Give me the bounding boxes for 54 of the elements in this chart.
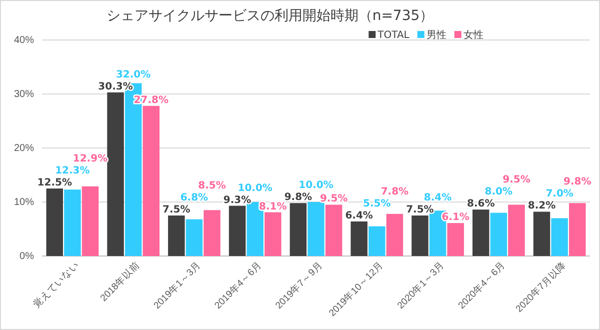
data-label: 9.5% bbox=[502, 174, 530, 186]
y-tick-label: 20% bbox=[14, 143, 34, 154]
data-label: 9.3% bbox=[223, 194, 252, 206]
bar bbox=[325, 204, 342, 256]
bar bbox=[228, 206, 246, 256]
bar bbox=[386, 214, 404, 256]
bar bbox=[568, 203, 586, 256]
bar bbox=[82, 186, 99, 256]
bar bbox=[490, 212, 508, 256]
bar bbox=[308, 202, 324, 256]
bar bbox=[204, 210, 220, 256]
data-label: 7.5% bbox=[406, 204, 434, 216]
data-label: 9.5% bbox=[320, 194, 348, 205]
data-label: 9.8% bbox=[564, 176, 592, 188]
data-label: 7.0% bbox=[546, 188, 574, 200]
bar bbox=[368, 226, 386, 256]
bar bbox=[350, 221, 368, 256]
bar bbox=[46, 188, 64, 256]
bar bbox=[107, 92, 124, 256]
bar bbox=[168, 216, 185, 256]
y-tick-label: 30% bbox=[14, 89, 34, 100]
bar bbox=[142, 106, 160, 256]
data-label: 12.5% bbox=[37, 178, 72, 188]
data-label: 12.3% bbox=[55, 166, 90, 176]
bar bbox=[64, 190, 81, 256]
data-label: 8.4% bbox=[424, 192, 452, 204]
bar bbox=[412, 216, 428, 256]
data-label: 32.0% bbox=[116, 69, 151, 80]
data-label: 8.0% bbox=[484, 186, 513, 198]
data-label: 7.5% bbox=[162, 204, 190, 216]
bar bbox=[290, 203, 307, 256]
data-label: 7.8% bbox=[380, 186, 409, 198]
data-label: 8.5% bbox=[198, 180, 226, 192]
legend-label: 女性 bbox=[463, 29, 484, 41]
data-label: 10.0% bbox=[238, 182, 272, 194]
chart-title: シェアサイクルサービスの利用開始時期（n=735） bbox=[106, 8, 434, 24]
data-label: 5.5% bbox=[363, 198, 391, 210]
data-label: 9.8% bbox=[284, 192, 312, 204]
legend-label: TOTAL bbox=[376, 30, 410, 41]
bar bbox=[186, 219, 203, 256]
bar bbox=[508, 204, 525, 256]
data-label: 8.6% bbox=[466, 198, 495, 210]
bar bbox=[533, 212, 550, 256]
data-label: 8.2% bbox=[528, 200, 556, 212]
bar bbox=[264, 212, 282, 256]
bar bbox=[447, 223, 464, 256]
bar bbox=[472, 210, 490, 256]
y-tick-label: 40% bbox=[14, 35, 34, 46]
y-tick-label: 10% bbox=[14, 197, 34, 208]
bar bbox=[551, 218, 568, 256]
data-label: 6.4% bbox=[345, 210, 373, 222]
data-label: 6.8% bbox=[180, 192, 208, 204]
legend-label: 男性 bbox=[426, 29, 446, 41]
data-label: 10.0% bbox=[298, 180, 334, 192]
